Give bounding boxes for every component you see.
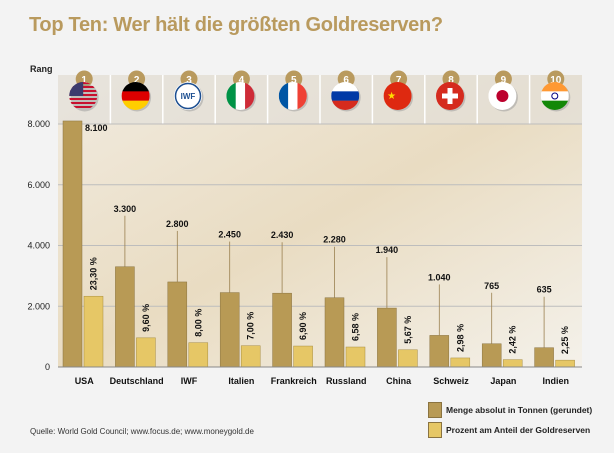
x-tick-label: Indien — [543, 376, 570, 386]
value-label-percent: 6,90 % — [298, 312, 308, 340]
bar-absolute — [377, 307, 397, 368]
rank-number: 6 — [343, 75, 349, 86]
value-label-percent: 8,00 % — [193, 309, 203, 337]
legend-label: Menge absolut in Tonnen (gerundet) — [446, 405, 593, 415]
bar-absolute — [481, 343, 502, 368]
rank-number: 4 — [239, 75, 245, 86]
x-tick-label: Russland — [326, 376, 367, 386]
bar-absolute — [534, 347, 554, 368]
value-label-absolute: 8.100 — [85, 123, 108, 133]
y-tick-label: 8.000 — [27, 119, 50, 129]
rank-number: 2 — [134, 75, 140, 86]
source-note: Quelle: World Gold Council; www.focus.de… — [30, 427, 254, 436]
flag-italy-icon — [226, 82, 255, 110]
value-label-percent: 5,67 % — [403, 316, 413, 344]
bar-percent — [450, 357, 471, 368]
bar-percent — [293, 345, 313, 368]
x-tick-label: Italien — [228, 376, 254, 386]
value-label-absolute: 2.450 — [218, 230, 241, 240]
y-tick-label: 2.000 — [27, 301, 50, 311]
value-label-percent: 2,42 % — [508, 326, 518, 354]
flag-france-icon — [278, 82, 307, 110]
value-label-absolute: 765 — [484, 281, 499, 291]
value-label-percent: 23,30 % — [89, 257, 99, 290]
bar-absolute — [62, 120, 83, 368]
bar-absolute — [429, 335, 450, 368]
value-label-absolute: 1.040 — [428, 272, 451, 282]
bar-absolute — [115, 266, 135, 368]
flag-china-icon: ★ — [383, 82, 412, 110]
legend-label: Prozent am Anteil der Goldreserven — [446, 425, 591, 435]
bar-percent — [188, 342, 209, 368]
svg-text:IWF: IWF — [181, 92, 196, 101]
value-label-absolute: 1.940 — [376, 245, 399, 255]
flag-russia-icon — [331, 82, 360, 110]
flag-india-icon — [540, 82, 569, 110]
bar-absolute — [167, 281, 188, 368]
flag-japan-icon — [488, 82, 517, 110]
legend-item-percent: Prozent am Anteil der Goldreserven — [428, 422, 590, 438]
value-label-absolute: 635 — [537, 285, 552, 295]
value-label-absolute: 2.430 — [271, 230, 294, 240]
x-tick-label: China — [386, 376, 412, 386]
flag-switzerland-icon — [436, 82, 464, 110]
x-tick-label: Schweiz — [433, 376, 469, 386]
value-label-percent: 7,00 % — [246, 312, 256, 340]
x-tick-label: USA — [75, 376, 95, 386]
x-tick-label: Frankreich — [271, 376, 317, 386]
value-label-percent: 9,60 % — [141, 304, 151, 332]
y-tick-label: 4.000 — [27, 241, 50, 251]
value-label-absolute: 2.280 — [323, 235, 346, 245]
rank-number: 5 — [291, 75, 297, 86]
value-label-absolute: 2.800 — [166, 219, 189, 229]
bar-percent — [398, 349, 418, 368]
rank-number: 7 — [396, 75, 402, 86]
bar-percent — [240, 345, 261, 368]
bar-absolute — [324, 297, 345, 368]
bar-percent — [136, 337, 156, 368]
x-tick-label: IWF — [181, 376, 198, 386]
bar-percent — [83, 295, 104, 368]
logo-iwf-icon: IWF — [174, 82, 202, 110]
rank-number: 10 — [550, 75, 562, 86]
rank-number: 3 — [186, 75, 192, 86]
bar-percent — [345, 346, 366, 368]
y-tick-label: 0 — [45, 362, 50, 372]
rank-number: 9 — [501, 75, 507, 86]
bar-percent — [555, 359, 575, 368]
bar-absolute — [272, 292, 292, 368]
x-tick-label: Deutschland — [110, 376, 164, 386]
y-tick-label: 6.000 — [27, 180, 50, 190]
value-label-percent: 6,58 % — [351, 313, 361, 341]
x-tick-label: Japan — [490, 376, 516, 386]
flag-germany-icon — [121, 82, 150, 110]
chart-title: Top Ten: Wer hält die größten Goldreserv… — [29, 14, 443, 36]
rank-label: Rang — [30, 64, 53, 74]
bar-absolute — [219, 292, 240, 368]
rank-number: 8 — [448, 75, 454, 86]
legend-item-absolute: Menge absolut in Tonnen (gerundet) — [428, 402, 592, 418]
value-label-absolute: 3.300 — [114, 204, 137, 214]
value-label-percent: 2,98 % — [455, 324, 465, 352]
rank-number: 1 — [81, 75, 87, 86]
bar-percent — [502, 359, 523, 368]
value-label-percent: 2,25 % — [560, 326, 570, 354]
svg-text:★: ★ — [387, 91, 396, 102]
